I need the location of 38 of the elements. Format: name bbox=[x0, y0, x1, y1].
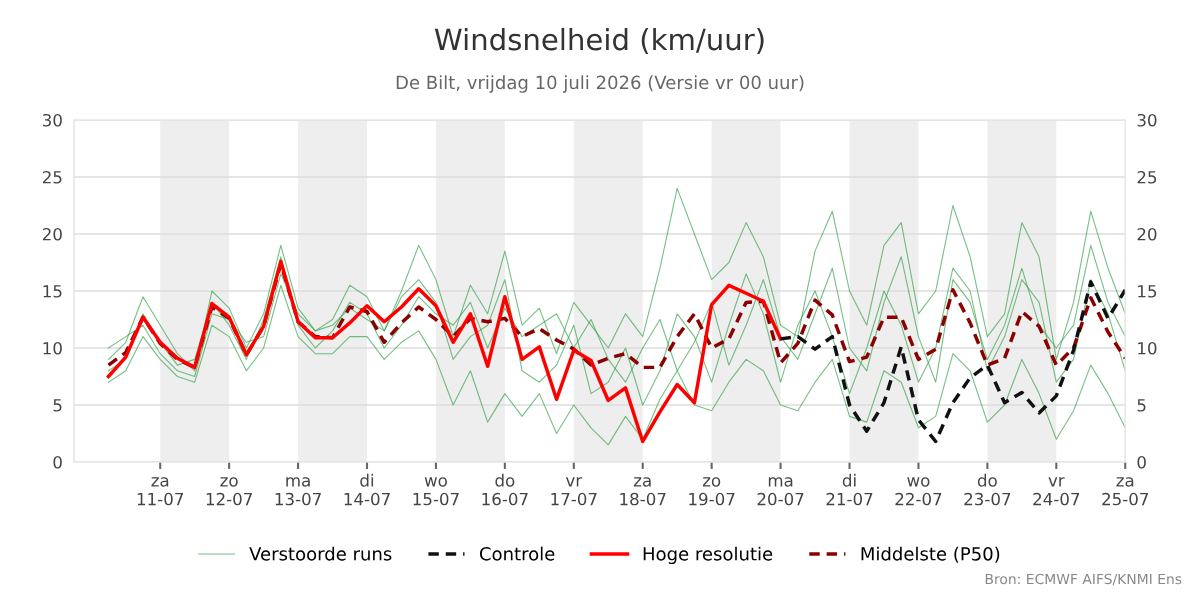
x-tick-label: do 23-07 bbox=[964, 473, 1011, 506]
line-series bbox=[106, 259, 783, 444]
y2-tick-label: 20 bbox=[1137, 227, 1157, 241]
chart-title: Windsnelheid (km/uur) bbox=[434, 27, 764, 54]
y2-tick-label: 10 bbox=[1138, 341, 1157, 355]
y-tick-label: 20 bbox=[42, 227, 62, 241]
x-tick-label: do 16-07 bbox=[482, 473, 528, 506]
x-tick-label: ma 20-07 bbox=[757, 477, 804, 506]
y-tick-label: 30 bbox=[42, 113, 62, 127]
legend-label: Middelste (P50) bbox=[861, 546, 1000, 563]
y2-tick-label: 30 bbox=[1137, 113, 1157, 127]
x-tick-label: wo 15-07 bbox=[413, 477, 459, 506]
y-tick-label: 10 bbox=[43, 341, 62, 355]
y2-tick-label: 25 bbox=[1137, 170, 1157, 184]
x-tick-label: za 25-07 bbox=[1102, 477, 1149, 506]
x-tick-label: di 14-07 bbox=[344, 473, 390, 506]
y-tick-label: 5 bbox=[53, 399, 62, 412]
legend-label: Verstoorde runs bbox=[249, 546, 392, 561]
chart-subtitle: De Bilt, vrijdag 10 juli 2026 (Versie vr 00 uur) bbox=[396, 75, 804, 93]
x-tick-label: di 21-07 bbox=[826, 473, 873, 506]
x-tick-label: za 18-07 bbox=[620, 477, 666, 506]
y2-tick-label: 0 bbox=[1137, 455, 1146, 469]
y-tick-label: 0 bbox=[53, 455, 62, 469]
x-tick-label: za 11-07 bbox=[137, 477, 183, 506]
x-tick-label: zo 12-07 bbox=[206, 477, 252, 506]
y2-tick-label: 5 bbox=[1137, 399, 1146, 412]
x-tick-label: zo 19-07 bbox=[689, 477, 735, 506]
y2-tick-label: 15 bbox=[1138, 285, 1157, 298]
x-tick-label: ma 13-07 bbox=[275, 477, 321, 506]
legend-label: Controle bbox=[479, 546, 555, 561]
legend-label: Hoge resolutie bbox=[643, 546, 773, 565]
line-series bbox=[778, 280, 1126, 444]
x-tick-label: vr 24-07 bbox=[1033, 477, 1080, 506]
y-tick-label: 25 bbox=[42, 170, 62, 184]
y-tick-label: 15 bbox=[43, 285, 62, 298]
x-tick-label: vr 17-07 bbox=[551, 477, 597, 506]
x-tick-label: wo 22-07 bbox=[895, 477, 942, 506]
text: Bron: ECMWF AIFS/KNMI Ens bbox=[985, 573, 1182, 586]
